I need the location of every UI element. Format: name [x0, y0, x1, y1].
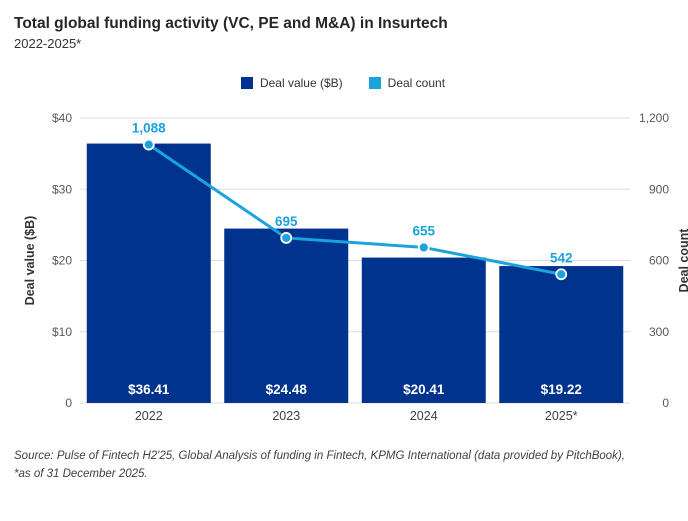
right-axis-tick: 600 — [649, 254, 669, 268]
deal-count-point — [280, 232, 293, 245]
deal-value-bar — [86, 143, 211, 404]
legend: Deal value ($B) Deal count — [14, 75, 672, 90]
bar-value-label: $20.41 — [403, 382, 445, 397]
x-axis-label: 2023 — [272, 409, 300, 423]
left-axis-tick: $30 — [52, 183, 72, 197]
bar-value-label: $24.48 — [266, 382, 308, 397]
deal-value-bar — [224, 228, 349, 404]
legend-item-deal-count: Deal count — [368, 75, 446, 90]
right-axis-tick: 900 — [649, 183, 669, 197]
deal-count-label: 1,088 — [132, 121, 166, 136]
x-axis-label: 2025* — [545, 409, 578, 423]
left-axis-tick: $40 — [52, 111, 72, 125]
deal-value-swatch-icon — [240, 76, 253, 89]
bar-value-label: $19.22 — [541, 382, 582, 397]
deal-count-line — [147, 143, 562, 277]
right-axis-tick: 0 — [662, 396, 669, 410]
left-axis-tick: 0 — [65, 396, 72, 410]
bar-value-label: $36.41 — [128, 382, 170, 397]
legend-label-deal-count: Deal count — [387, 75, 446, 90]
deal-count-swatch-icon — [368, 76, 381, 89]
legend-item-deal-value: Deal value ($B) — [240, 75, 343, 90]
chart-title: Total global funding activity (VC, PE an… — [14, 15, 448, 32]
deal-count-label: 695 — [275, 214, 298, 229]
x-axis-label: 2024 — [410, 409, 438, 423]
right-axis-tick: 300 — [649, 325, 669, 339]
left-axis-tick: $10 — [52, 325, 72, 339]
deal-value-bar — [499, 266, 624, 404]
left-axis-title: Deal value ($B) — [23, 216, 37, 306]
deal-count-point — [555, 268, 568, 281]
deal-count-label: 655 — [412, 224, 435, 239]
left-axis-tick: $20 — [52, 254, 72, 268]
chart-subtitle: 2022-2025* — [14, 36, 82, 52]
legend-label-deal-value: Deal value ($B) — [259, 75, 343, 90]
deal-count-point — [142, 138, 155, 151]
right-axis-tick: 1,200 — [639, 111, 669, 125]
deal-count-label: 542 — [550, 251, 573, 266]
source-note: Source: Pulse of Fintech H2'25, Global A… — [14, 450, 625, 481]
x-axis-label: 2022 — [135, 409, 163, 423]
deal-count-point — [417, 241, 430, 254]
right-axis-title: Deal count — [677, 228, 688, 293]
combo-chart: 0 $10 $20 $30 $40 0 300 600 900 1,200 $36.41 2022 $2… — [23, 111, 688, 423]
deal-value-bar — [361, 257, 486, 404]
